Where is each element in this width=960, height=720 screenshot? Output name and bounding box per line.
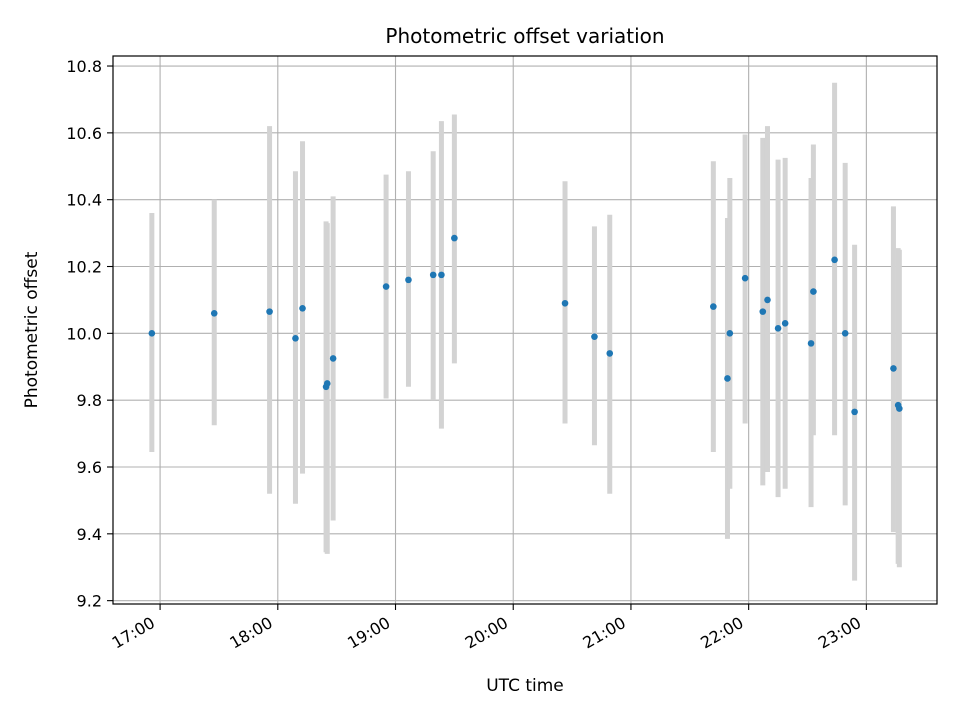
y-tick-label: 9.6 bbox=[77, 458, 102, 477]
data-point bbox=[851, 408, 858, 416]
data-point bbox=[292, 335, 299, 342]
data-point bbox=[561, 299, 569, 307]
data-point bbox=[591, 333, 598, 340]
data-point bbox=[841, 330, 849, 337]
data-point bbox=[726, 330, 734, 337]
data-point bbox=[382, 283, 390, 290]
y-tick-label: 9.2 bbox=[77, 592, 102, 611]
data-point bbox=[329, 355, 337, 362]
x-axis-label: UTC time bbox=[486, 676, 564, 696]
data-point bbox=[405, 276, 412, 284]
data-point bbox=[606, 350, 614, 357]
data-point bbox=[807, 340, 815, 347]
data-point bbox=[710, 303, 717, 310]
data-point bbox=[210, 309, 218, 317]
y-axis-label: Photometric offset bbox=[22, 251, 42, 408]
data-point bbox=[148, 330, 156, 337]
data-point bbox=[896, 405, 903, 412]
y-tick-label: 9.4 bbox=[77, 525, 102, 544]
data-point bbox=[759, 308, 767, 315]
y-axis-ticks: 9.2 9.4 9.6 9.8 10.0 10.2 10.4 10.6 10.8 bbox=[66, 57, 113, 611]
data-point bbox=[451, 234, 458, 242]
data-point bbox=[429, 271, 437, 279]
data-point bbox=[831, 256, 838, 264]
chart-title: Photometric offset variation bbox=[385, 24, 664, 48]
data-point bbox=[299, 304, 306, 312]
data-point bbox=[764, 296, 771, 304]
y-tick-label: 10.6 bbox=[66, 124, 102, 143]
data-point bbox=[774, 325, 782, 332]
data-point bbox=[266, 308, 273, 315]
y-tick-label: 9.8 bbox=[77, 391, 102, 410]
data-point bbox=[323, 380, 331, 387]
data-point bbox=[810, 288, 817, 295]
y-tick-label: 10.0 bbox=[66, 324, 102, 343]
data-point bbox=[741, 274, 749, 282]
grid-layer bbox=[113, 56, 937, 604]
data-point bbox=[890, 365, 897, 372]
data-point bbox=[781, 320, 789, 327]
point-layer bbox=[148, 234, 903, 416]
y-tick-label: 10.8 bbox=[66, 57, 102, 76]
y-tick-label: 10.2 bbox=[66, 258, 102, 277]
data-point bbox=[438, 271, 445, 279]
data-point bbox=[724, 375, 731, 382]
y-tick-label: 10.4 bbox=[66, 191, 102, 210]
plot-frame bbox=[112, 55, 938, 605]
